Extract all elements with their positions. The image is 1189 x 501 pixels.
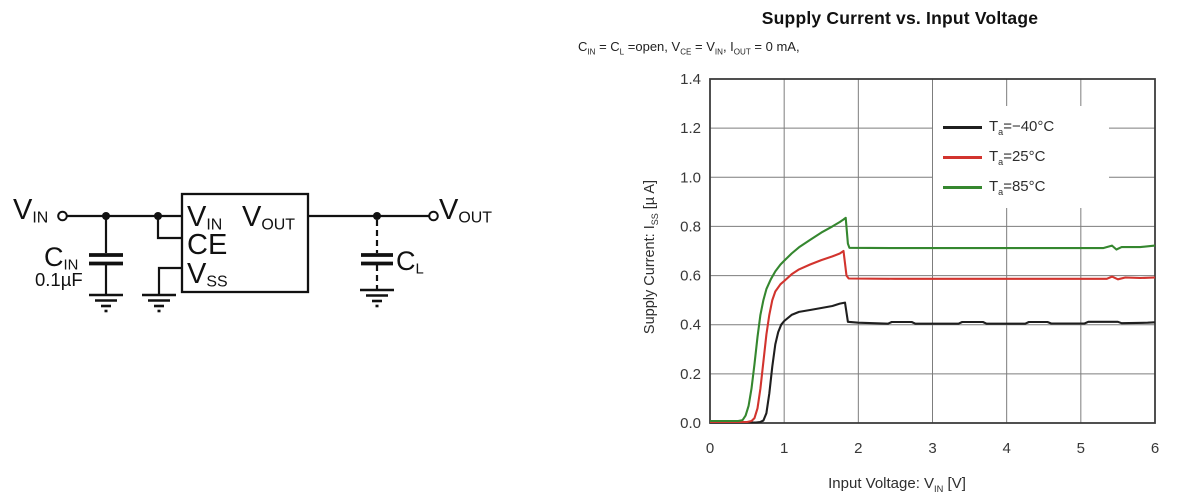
ground-symbol [142, 293, 176, 313]
y-tick-label: 1.2 [680, 120, 701, 137]
cl-label: CL [396, 246, 424, 278]
y-tick-label: 1.4 [680, 71, 701, 88]
legend-label: Ta=25°C [989, 147, 1046, 167]
wire-ce [156, 216, 182, 240]
x-tick-label: 3 [928, 440, 936, 457]
ground-symbol [89, 293, 123, 313]
vout-terminal-label: VOUT [439, 194, 492, 227]
junction-dot [102, 212, 110, 220]
legend-line-swatch [943, 185, 982, 189]
y-tick-label: 0.2 [680, 366, 701, 383]
chart-title: Supply Current vs. Input Voltage [761, 8, 1039, 28]
y-tick-label: 0.6 [680, 268, 701, 285]
y-tick-label: 1.0 [680, 169, 701, 186]
curve-ta_25 [710, 249, 1156, 424]
legend-item: Ta=25°C [943, 142, 1103, 172]
curve-ta_m40 [710, 301, 1156, 424]
y-tick-label: 0.4 [680, 317, 701, 334]
curve-ta_85 [710, 216, 1156, 423]
legend-item: Ta=−40°C [943, 112, 1103, 142]
cin-value-label: 0.1µF [35, 269, 83, 290]
x-tick-label: 6 [1151, 440, 1159, 457]
x-tick-label: 5 [1077, 440, 1085, 457]
block-pin-vin-label: VIN [187, 201, 223, 234]
legend-label: Ta=−40°C [989, 117, 1055, 137]
chart-legend: Ta=−40°C Ta=25°C Ta=85°C [933, 106, 1109, 208]
x-tick-label: 1 [780, 440, 788, 457]
block-pin-vss-label: VSS [187, 258, 228, 291]
vin-terminal [57, 210, 68, 222]
junction-dot [373, 212, 381, 220]
x-tick-label: 4 [1002, 440, 1010, 457]
regulator-block [180, 192, 310, 294]
vin-terminal-label: VIN [13, 194, 49, 227]
vout-terminal [428, 210, 439, 222]
circuit-diagram [57, 192, 439, 313]
x-axis-title: Input Voltage: VIN [V] [828, 475, 966, 494]
wire-vss [157, 266, 182, 295]
ground-symbol [360, 288, 394, 308]
x-tick-label: 0 [706, 440, 714, 457]
block-pin-vout-label: VOUT [242, 201, 295, 234]
legend-item: Ta=85°C [943, 172, 1103, 202]
chart-conditions: CIN = CL =open, VCE = VIN, IOUT = 0 mA, [578, 39, 800, 57]
cin-label: CIN [44, 242, 79, 274]
x-tick-label: 2 [854, 440, 862, 457]
junction-dot [154, 212, 162, 220]
plot-border [709, 78, 1156, 424]
y-tick-label: 0.8 [680, 218, 701, 235]
legend-line-swatch [943, 155, 982, 159]
legend-label: Ta=85°C [989, 177, 1046, 197]
y-tick-label: 0.0 [680, 415, 701, 432]
legend-line-swatch [943, 125, 982, 129]
block-pin-ce-label: CE [187, 229, 228, 261]
